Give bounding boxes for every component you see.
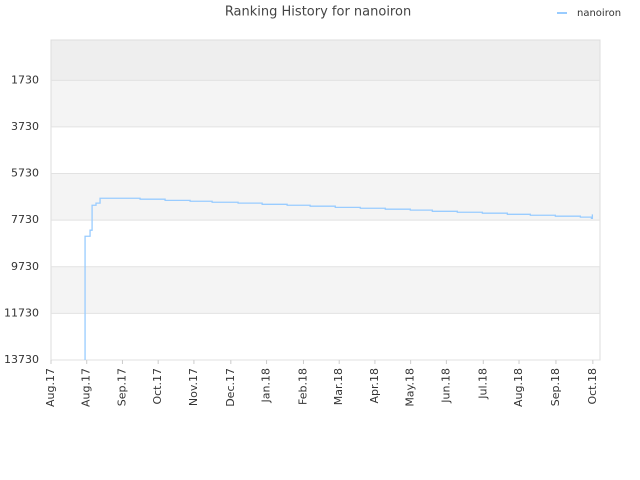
x-tick-label: Nov.17: [187, 368, 200, 406]
y-tick-label: 5730: [11, 167, 39, 180]
chart-title: Ranking History for nanoiron: [225, 5, 411, 20]
plot-band: [51, 266, 600, 314]
series-line: [84, 197, 594, 360]
y-tick-label: 1730: [11, 73, 39, 86]
x-tick-label: Sep.17: [115, 368, 128, 406]
x-tick-label: Feb.18: [296, 368, 309, 405]
plot-band: [51, 40, 600, 81]
legend-label: nanoiron: [577, 8, 621, 19]
x-tick-label: Aug.17: [44, 368, 57, 407]
y-tick-label: 3730: [11, 120, 39, 133]
plot-band: [51, 80, 600, 127]
x-tick-label: Mar.18: [332, 368, 345, 405]
plot-band: [51, 173, 600, 221]
x-tick-label: Dec.17: [224, 368, 237, 407]
x-tick-label: Apr.18: [368, 368, 381, 404]
plot-band: [51, 126, 600, 174]
y-tick-label: 11730: [4, 306, 39, 319]
x-tick-label: Oct.18: [586, 368, 599, 405]
plot-band: [51, 313, 600, 360]
x-tick-label: Jul.18: [476, 368, 489, 400]
x-tick-label: Oct.17: [151, 368, 164, 405]
x-tick-label: May.18: [404, 368, 417, 407]
plot-band: [51, 220, 600, 267]
y-tick-label: 13730: [4, 353, 39, 366]
x-tick-label: Aug.17: [80, 368, 93, 407]
x-tick-label: Aug.18: [512, 368, 525, 407]
x-tick-label: Jan.18: [260, 368, 273, 403]
y-tick-label: 9730: [11, 260, 39, 273]
x-tick-label: Jun.18: [439, 368, 452, 404]
x-tick-label: Sep.18: [549, 368, 562, 406]
y-tick-label: 7730: [11, 213, 39, 226]
